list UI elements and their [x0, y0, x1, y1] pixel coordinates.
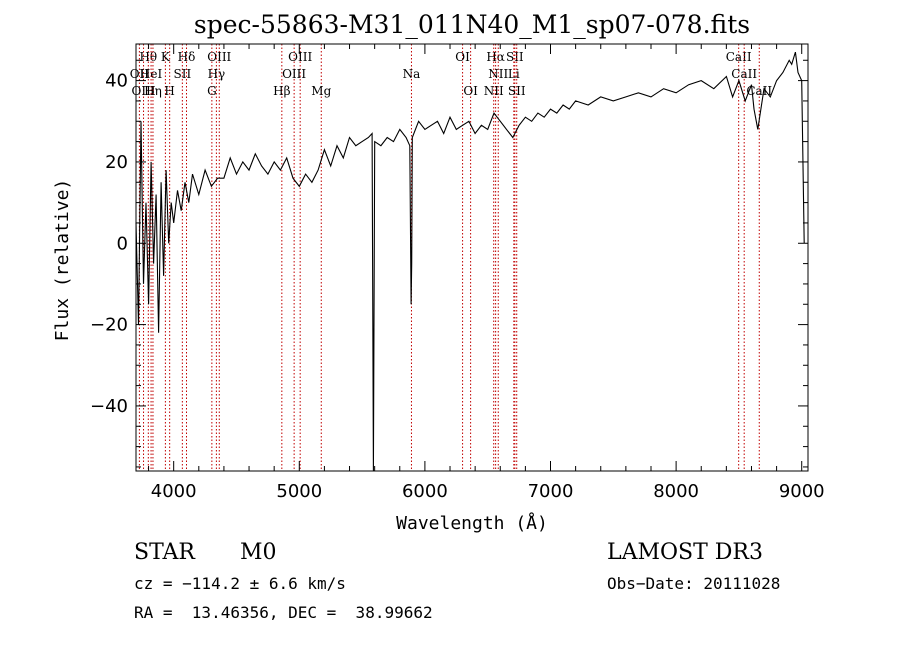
marker-label: G — [207, 84, 217, 98]
observation-date: Obs−Date: 20111028 — [607, 574, 781, 593]
marker-label: Li — [508, 67, 520, 81]
x-tick-label: 9000 — [779, 481, 825, 502]
marker-label: Hθ — [139, 50, 157, 64]
marker-label: OI — [455, 50, 470, 64]
marker-label: K — [161, 50, 171, 64]
marker-label: NII — [488, 67, 508, 81]
y-tick-label: −40 — [90, 396, 128, 417]
marker-label: Hγ — [208, 67, 226, 81]
marker-label: OIII — [288, 50, 312, 64]
marker-label: OIII — [282, 67, 306, 81]
x-tick-label: 8000 — [653, 481, 699, 502]
class-label: STAR — [134, 540, 195, 565]
x-tick-label: 6000 — [402, 481, 448, 502]
marker-label: Na — [403, 67, 421, 81]
y-tick-label: 0 — [117, 233, 128, 254]
marker-label: OII — [130, 67, 150, 81]
chart-title: spec-55863-M31_011N40_M1_sp07-078.fits — [194, 10, 750, 39]
x-axis-label: Wavelength (Å) — [396, 512, 548, 534]
plot-frame — [135, 43, 809, 472]
marker-label: SII — [173, 67, 191, 81]
marker-label: CaII — [746, 84, 772, 98]
x-tick-label: 7000 — [528, 481, 574, 502]
marker-label: Mg — [311, 84, 331, 98]
y-axis-label: Flux (relative) — [52, 179, 73, 342]
marker-label: Hη — [144, 84, 162, 98]
marker-label: OIII — [207, 50, 231, 64]
x-tick-label: 5000 — [276, 481, 322, 502]
marker-label: SII — [506, 50, 524, 64]
subclass-label: M0 — [240, 540, 277, 565]
marker-label: NII — [484, 84, 504, 98]
marker-label: Hα — [486, 50, 505, 64]
marker-label: SII — [508, 84, 526, 98]
coordinates: RA = 13.46356, DEC = 38.99662 — [134, 603, 433, 622]
redshift-velocity: cz = −114.2 ± 6.6 km/s — [134, 574, 346, 593]
y-tick-label: 20 — [105, 152, 128, 173]
y-tick-label: 40 — [105, 71, 128, 92]
marker-label: HeI — [140, 67, 163, 81]
survey-label: LAMOST DR3 — [607, 540, 763, 565]
marker-label: CaII — [731, 67, 757, 81]
spectrum-line — [135, 51, 805, 472]
marker-label: CaII — [726, 50, 752, 64]
marker-label: Hβ — [273, 84, 290, 98]
marker-label: H — [164, 84, 174, 98]
marker-label: OI — [463, 84, 478, 98]
y-tick-label: −20 — [90, 315, 128, 336]
axis-ticks: 4000 5000 6000 7000 8000 9000 −40 −20 0 20 40 — [90, 44, 825, 502]
marker-label: Hδ — [178, 50, 196, 64]
marker-label: OIII — [132, 84, 156, 98]
x-tick-label: 4000 — [151, 481, 197, 502]
